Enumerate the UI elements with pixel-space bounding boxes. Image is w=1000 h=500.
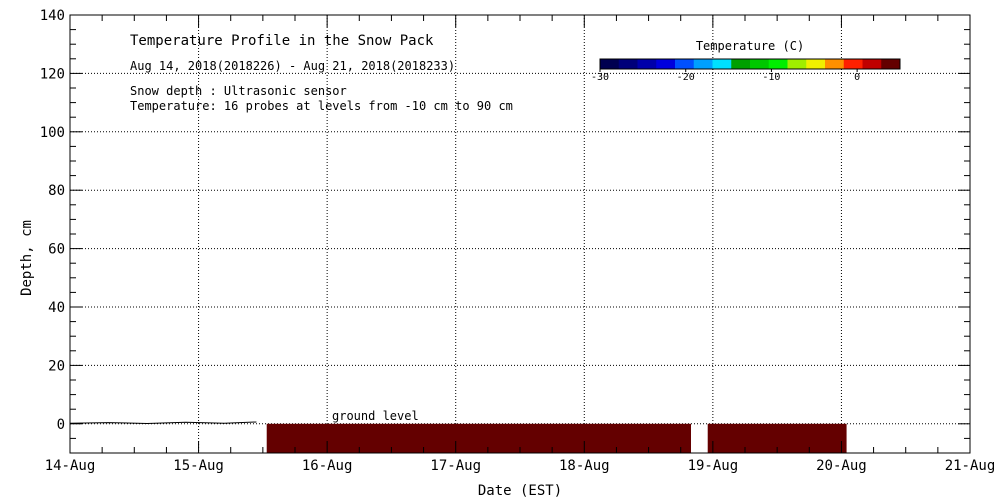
snow-depth-line — [69, 421, 257, 425]
colorbar-swatch-15 — [881, 59, 901, 69]
colorbar-swatch-7 — [731, 59, 751, 69]
y-tick-label-6: 120 — [40, 66, 65, 82]
y-axis-label: Depth, cm — [19, 220, 35, 296]
x-axis-label: Date (EST) — [478, 483, 562, 499]
colorbar-swatch-11 — [806, 59, 826, 69]
x-tick-label-7: 21-Aug — [945, 458, 996, 474]
colorbar-frame — [599, 58, 901, 70]
x-tick-label-5: 19-Aug — [688, 458, 739, 474]
colorbar-swatch-2 — [637, 59, 657, 69]
colorbar-swatch-0 — [600, 59, 620, 69]
colorbar-tick-label-1: -20 — [677, 72, 695, 83]
temperature-blocks — [266, 423, 847, 453]
y-tick-label-4: 80 — [48, 183, 65, 199]
x-tick-label-3: 17-Aug — [430, 458, 481, 474]
ground-level-label: ground level — [332, 409, 419, 423]
y-tick-label-7: 140 — [40, 8, 65, 24]
colorbar-swatch-12 — [825, 59, 845, 69]
colorbar-swatch-9 — [768, 59, 788, 69]
x-tick-label-1: 15-Aug — [173, 458, 224, 474]
colorbar-swatches — [600, 59, 901, 69]
grid-lines — [70, 15, 970, 453]
chart-subtitle: Aug 14, 2018(2018226) - Aug 21, 2018(201… — [130, 59, 455, 73]
colorbar-swatch-5 — [693, 59, 713, 69]
colorbar-tick-label-2: -10 — [762, 72, 780, 83]
colorbar-swatch-1 — [618, 59, 638, 69]
x-tick-label-0: 14-Aug — [45, 458, 96, 474]
note-temperature: Temperature: 16 probes at levels from -1… — [130, 99, 513, 113]
y-tick-label-0: 0 — [57, 417, 65, 433]
x-tick-label-2: 16-Aug — [302, 458, 353, 474]
colorbar-tick-label-0: -30 — [591, 72, 609, 83]
temperature-block-0 — [266, 423, 691, 453]
colorbar-swatch-14 — [862, 59, 882, 69]
colorbar: Temperature (C) -30 -20 -10 0 — [591, 39, 901, 83]
colorbar-swatch-8 — [750, 59, 770, 69]
y-tick-label-5: 100 — [40, 125, 65, 141]
colorbar-title: Temperature (C) — [696, 39, 804, 53]
y-tick-label-3: 60 — [48, 242, 65, 258]
axis-ticks — [69, 14, 971, 454]
tick-labels: 14-Aug 15-Aug 16-Aug 17-Aug 18-Aug 19-Aug 20-A… — [40, 8, 996, 474]
colorbar-swatch-13 — [843, 59, 863, 69]
x-tick-label-6: 20-Aug — [816, 458, 867, 474]
chart-title: Temperature Profile in the Snow Pack — [130, 33, 434, 49]
colorbar-swatch-3 — [656, 59, 676, 69]
colorbar-swatch-10 — [787, 59, 807, 69]
plot-frame — [69, 14, 971, 454]
colorbar-swatch-4 — [675, 59, 695, 69]
colorbar-swatch-6 — [712, 59, 732, 69]
x-tick-label-4: 18-Aug — [559, 458, 610, 474]
y-tick-label-2: 40 — [48, 300, 65, 316]
y-tick-label-1: 20 — [48, 358, 65, 374]
note-snow-depth: Snow depth : Ultrasonic sensor — [130, 84, 347, 98]
colorbar-tick-label-3: 0 — [854, 72, 860, 83]
colorbar-ticks: -30 -20 -10 0 — [591, 69, 860, 83]
snow-depth-trace — [69, 421, 257, 425]
